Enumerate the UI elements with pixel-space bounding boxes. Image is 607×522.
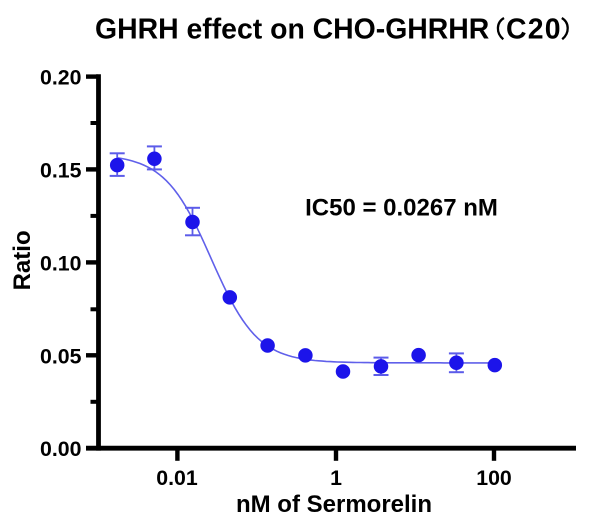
- svg-text:GHRH effect on CHO-GHRHR: GHRH effect on CHO-GHRHR: [95, 14, 489, 46]
- svg-text:0.05: 0.05: [40, 344, 82, 368]
- svg-text:C20: C20: [506, 14, 562, 46]
- svg-text:Ratio: Ratio: [9, 230, 36, 290]
- svg-text:0.01: 0.01: [156, 466, 198, 490]
- svg-text:0.20: 0.20: [40, 66, 81, 90]
- svg-text:nM of Sermorelin: nM of Sermorelin: [236, 491, 432, 518]
- svg-text:100: 100: [476, 466, 512, 490]
- svg-text:1: 1: [330, 466, 342, 490]
- svg-text:0.10: 0.10: [40, 251, 81, 275]
- svg-text:0.15: 0.15: [40, 158, 82, 182]
- svg-text:IC50 = 0.0267 nM: IC50 = 0.0267 nM: [305, 195, 498, 222]
- svg-text:0.00: 0.00: [40, 437, 81, 461]
